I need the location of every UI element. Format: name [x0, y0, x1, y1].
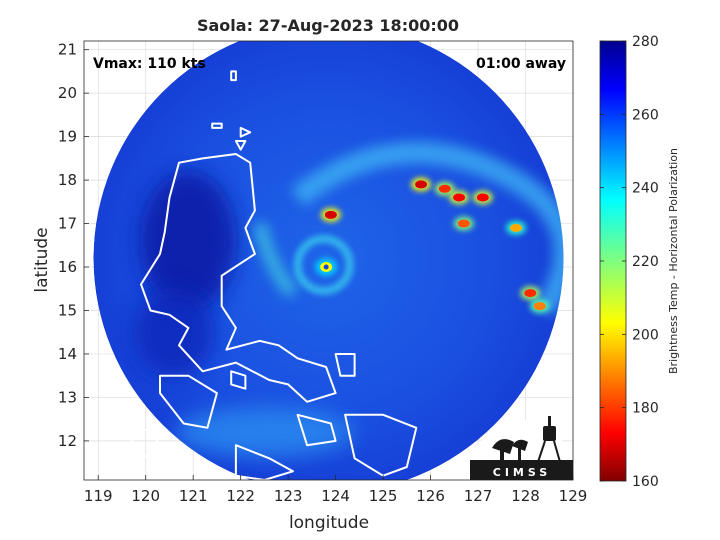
- coastline: [230, 70, 237, 82]
- convective-cell: [324, 210, 337, 219]
- y-tick-label: 16: [58, 258, 77, 276]
- colorbar-tick-label: 180: [632, 401, 659, 417]
- cool-band: [174, 407, 355, 458]
- coastline: [230, 370, 247, 390]
- colorbar-tick-label: 260: [632, 107, 659, 123]
- swath-features: [315, 177, 550, 314]
- x-tick-label: 123: [274, 487, 303, 505]
- x-tick-label: 119: [84, 487, 113, 505]
- colorbar-gradient: [599, 40, 627, 482]
- y-tick-label: 17: [58, 215, 77, 233]
- warm-land-region: [134, 287, 215, 378]
- axis-ticks: 119 120 121 122 123 124 125 126 127 128 129 12 13 14 1…: [58, 41, 587, 505]
- coastline: [234, 444, 294, 480]
- y-tick-label: 21: [58, 41, 77, 59]
- colorbar-tick-label: 220: [632, 254, 659, 270]
- x-tick-label: 124: [321, 487, 350, 505]
- y-tick-label: 19: [58, 128, 77, 146]
- coastline: [239, 126, 252, 138]
- eye-spiral: [293, 234, 354, 295]
- axes-box: [83, 40, 574, 481]
- y-axis-label: latitude: [32, 227, 52, 292]
- coastline: [211, 122, 223, 129]
- coastline: [125, 426, 161, 464]
- convective-cell: [453, 193, 466, 202]
- colorbar-tick-label: 280: [632, 34, 659, 50]
- y-tick-label: 18: [58, 171, 77, 189]
- y-tick-label: 14: [58, 345, 77, 363]
- x-axis-label: longitude: [289, 513, 369, 533]
- convective-cell: [438, 184, 451, 193]
- cimss-logo: CIMSS: [470, 416, 573, 480]
- convective-cell: [415, 180, 428, 189]
- y-tick-label: 15: [58, 301, 77, 319]
- time-offset-annotation: 01:00 away: [476, 56, 566, 72]
- x-tick-label: 128: [511, 487, 540, 505]
- convective-cell: [524, 289, 537, 298]
- convective-cell: [476, 193, 489, 202]
- coastline: [140, 153, 337, 403]
- coastline: [234, 140, 247, 151]
- x-tick-label: 121: [179, 487, 208, 505]
- colorbar-tick-label: 240: [632, 181, 659, 197]
- eye: [323, 264, 329, 270]
- chart-title: Saola: 27-Aug-2023 18:00:00: [197, 16, 459, 35]
- coastlines: [111, 70, 418, 480]
- rainband: [290, 141, 564, 317]
- colorbar: 160 180 200 220 240 260 280 Brightness Temp - …: [599, 34, 680, 490]
- rainband: [252, 221, 299, 298]
- coastline: [334, 353, 356, 377]
- x-tick-label: 127: [464, 487, 493, 505]
- vmax-annotation: Vmax: 110 kts: [93, 56, 206, 72]
- convective-cell: [510, 223, 523, 232]
- coastline: [344, 413, 418, 477]
- y-tick-label: 20: [58, 84, 77, 102]
- y-tick-label: 13: [58, 388, 77, 406]
- convective-cell: [533, 302, 546, 311]
- x-tick-label: 129: [559, 487, 588, 505]
- svg-text:CIMSS: CIMSS: [493, 466, 551, 479]
- colorbar-tick-label: 160: [632, 474, 659, 490]
- warm-land-region: [140, 170, 237, 311]
- x-tick-label: 125: [369, 487, 398, 505]
- x-tick-label: 126: [416, 487, 445, 505]
- colorbar-ticks: 160 180 200 220 240 260 280: [600, 34, 659, 490]
- coastline: [296, 413, 337, 447]
- x-tick-label: 122: [226, 487, 255, 505]
- y-tick-label: 12: [58, 432, 77, 450]
- convective-cell: [457, 219, 470, 228]
- coastline: [111, 461, 128, 480]
- colorbar-label: Brightness Temp - Horizontal Polarizatio…: [667, 148, 680, 374]
- x-tick-label: 120: [131, 487, 160, 505]
- colorbar-tick-label: 200: [632, 327, 659, 343]
- coastline: [159, 374, 218, 429]
